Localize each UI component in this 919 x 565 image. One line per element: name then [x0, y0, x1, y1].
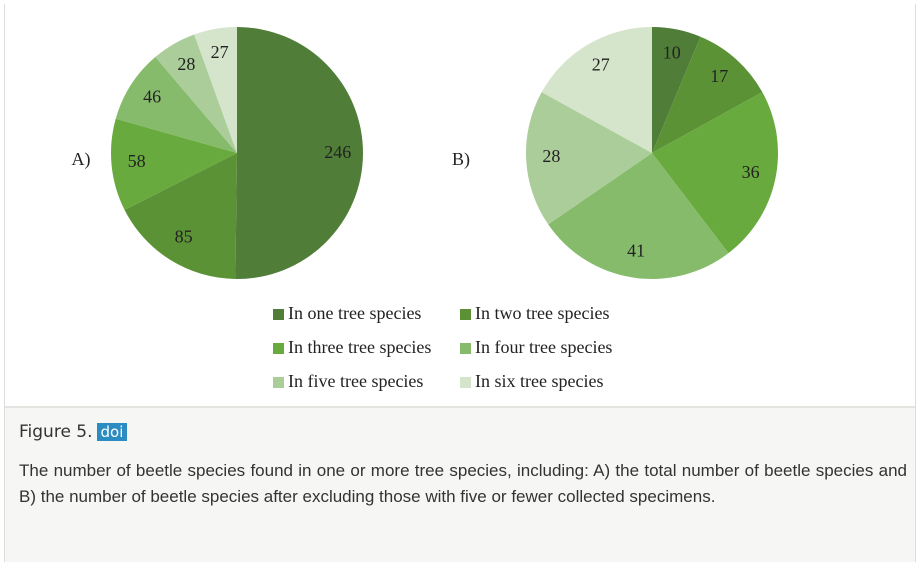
data-label: 85: [175, 227, 193, 247]
data-label: 41: [627, 241, 645, 261]
legend-label: In six tree species: [475, 371, 603, 391]
pie-slice: [115, 57, 237, 153]
data-label: 10: [663, 42, 681, 62]
pie-slice: [652, 92, 779, 254]
data-label: 27: [592, 54, 610, 74]
data-label: 17: [710, 66, 728, 86]
pie-slice: [526, 92, 652, 225]
legend-swatch: [273, 377, 284, 388]
legend-swatch: [273, 343, 284, 354]
legend-swatch: [273, 309, 284, 320]
caption: Figure 5. doi The number of beetle specie…: [5, 406, 915, 562]
pie-slice: [155, 34, 237, 153]
figure: A) 246 85 58 46 28 27 B) 10 17 36 41 28 27 In one tree…: [4, 4, 916, 562]
figure-label: Figure 5.: [19, 422, 93, 442]
chart: A) 246 85 58 46 28 27 B) 10 17 36 41 28 27 In one tree…: [72, 27, 779, 391]
legend-swatch: [460, 309, 471, 320]
legend-swatch: [460, 343, 471, 354]
legend-label: In four tree species: [475, 337, 612, 357]
legend-label: In five tree species: [288, 371, 423, 391]
pie-slice: [110, 118, 237, 210]
doi-link[interactable]: doi: [96, 423, 128, 441]
pie-slice: [652, 27, 701, 153]
data-label: 28: [542, 146, 560, 166]
data-label: 246: [324, 142, 351, 162]
pie-label: A): [72, 149, 91, 170]
data-label: 58: [128, 151, 146, 171]
legend-swatch: [460, 377, 471, 388]
pie-slice: [194, 27, 237, 153]
data-label: 27: [211, 42, 229, 62]
legend-label: In three tree species: [288, 337, 431, 357]
pie-slice: [541, 27, 652, 153]
caption-head: Figure 5. doi: [19, 422, 909, 442]
legend-label: In one tree species: [288, 303, 421, 323]
data-label: 28: [177, 54, 195, 74]
pie-label: B): [452, 149, 470, 170]
pie-slice: [235, 27, 363, 279]
pie-slice: [124, 153, 237, 279]
data-label: 36: [742, 162, 760, 182]
data-label: 46: [143, 87, 161, 107]
pie-slice: [652, 36, 763, 153]
pie-slice: [548, 153, 729, 279]
legend-label: In two tree species: [475, 303, 609, 323]
caption-text: The number of beetle species found in on…: [19, 461, 907, 506]
